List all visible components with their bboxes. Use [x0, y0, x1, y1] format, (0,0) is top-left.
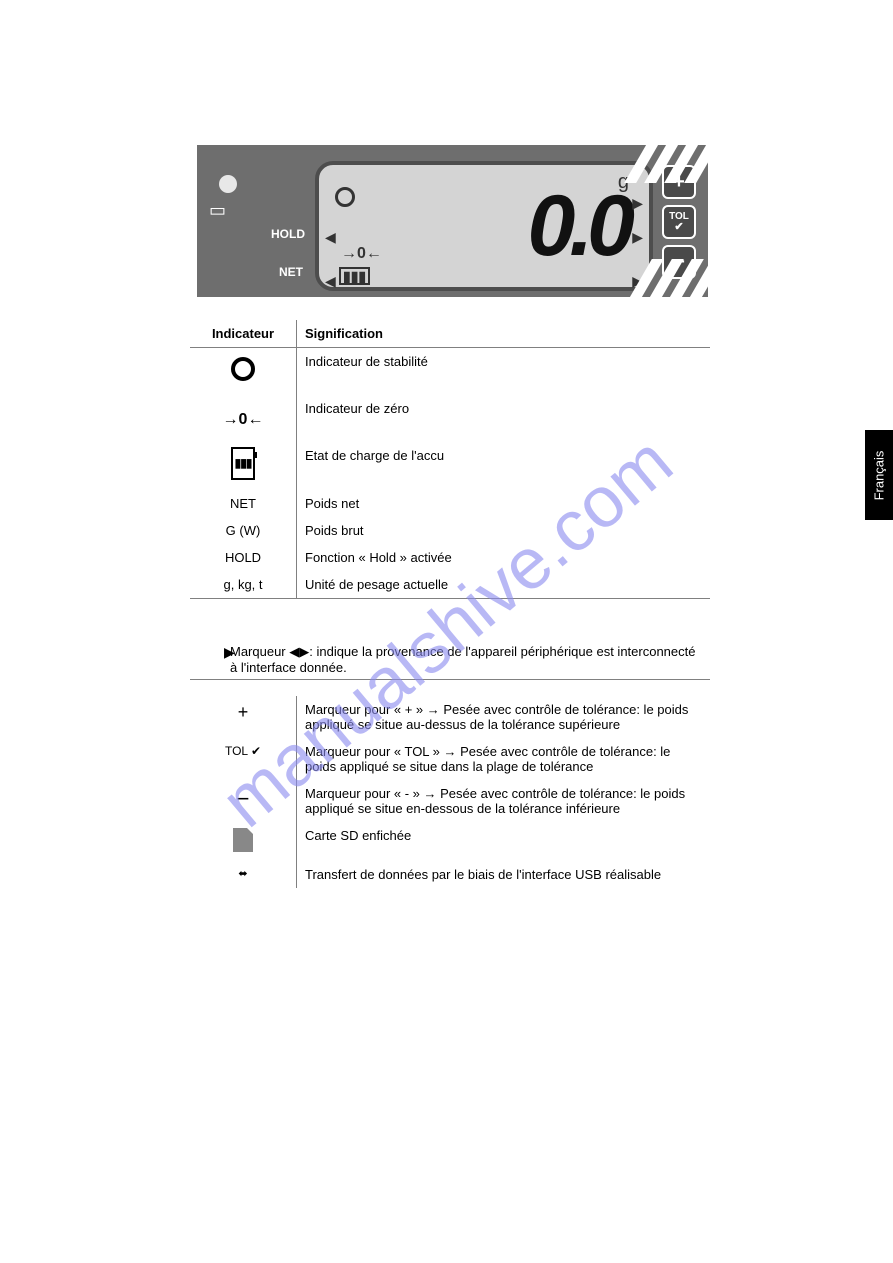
weight-value: 0.0 — [527, 183, 629, 269]
table-cell: Transfert de données par le biais de l'i… — [297, 861, 711, 888]
triangle-left-icon: ◀ — [325, 229, 336, 246]
table-cell: G (W) — [190, 517, 297, 544]
status-led — [219, 175, 237, 193]
marker-table: + Marqueur pour « + » → Pesée avec contr… — [190, 696, 710, 888]
table-cell: Poids net — [297, 490, 711, 517]
table-cell: NET — [190, 490, 297, 517]
lcd-screen: g 0.0 ◀ ◀ ▶ ▶ ▶ →0← ▮▮▮ — [315, 161, 653, 291]
language-tab: Français — [865, 430, 893, 520]
table-cell: Indicateur de stabilité — [297, 348, 711, 396]
table-cell: Fonction « Hold » activée — [297, 544, 711, 571]
table-cell: Marqueur pour « TOL » → Pesée avec contr… — [297, 738, 711, 780]
hold-label: HOLD — [271, 227, 305, 241]
minus-marker-icon: − — [190, 780, 297, 822]
triangle-right-icon: ▶ — [224, 644, 235, 661]
stability-indicator-icon — [335, 187, 355, 207]
table-cell: Marqueur pour « - » → Pesée avec contrôl… — [297, 780, 711, 822]
table-cell: Etat de charge de l'accu — [297, 442, 711, 489]
tol-marker-icon: TOL ✔ — [190, 738, 297, 780]
decorative-stripes — [628, 145, 768, 297]
indicator-table: Indicateur Signification →0← ▮▮▮ Indicat… — [190, 320, 710, 599]
table-cell: Unité de pesage actuelle — [297, 571, 711, 599]
table-cell: Carte SD enfichée — [297, 822, 711, 861]
net-label: NET — [279, 265, 303, 279]
scale-display-panel: ▭ HOLD NET g 0.0 ◀ ◀ ▶ ▶ ▶ →0← ▮▮▮ + TOL… — [197, 145, 708, 297]
marker-note: ▶ Marqueur ◀▶: indique la provenance de … — [190, 640, 710, 680]
table-header: Indicateur — [190, 320, 297, 348]
zero-icon: →0← — [223, 411, 264, 428]
triangle-left-icon: ◀ — [325, 273, 336, 290]
manual-page: manualshive.com Français ▭ HOLD NET g 0.… — [0, 0, 893, 1263]
sd-card-icon — [190, 822, 297, 861]
table-cell: Marqueur pour « + » → Pesée avec contrôl… — [297, 696, 711, 738]
battery-icon: ▮▮▮ — [231, 447, 256, 480]
plus-marker-icon: + — [190, 696, 297, 738]
usb-icon: ⬌ — [190, 861, 297, 888]
indicator-icons: →0← ▮▮▮ — [190, 348, 297, 490]
language-tab-label: Français — [872, 450, 887, 500]
marker-text: Marqueur ◀▶: indique la provenance de l'… — [230, 644, 696, 675]
zero-indicator-icon: →0← — [341, 245, 382, 263]
table-cell: HOLD — [190, 544, 297, 571]
table-cell: g, kg, t — [190, 571, 297, 599]
stability-icon — [231, 357, 255, 381]
table-cell: Poids brut — [297, 517, 711, 544]
table-header: Signification — [297, 320, 711, 348]
table-cell: Indicateur de zéro — [297, 395, 711, 442]
battery-level-icon: ▮▮▮ — [339, 267, 370, 285]
battery-icon: ▭ — [209, 200, 226, 221]
